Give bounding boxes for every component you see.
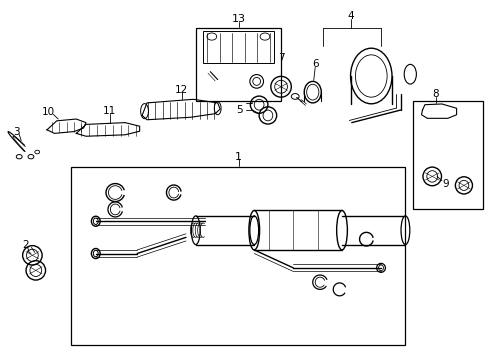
- Text: 11: 11: [102, 106, 115, 116]
- Bar: [412, 101, 483, 209]
- Text: 4: 4: [347, 11, 353, 21]
- Bar: [195, 28, 281, 101]
- Text: 13: 13: [231, 14, 245, 24]
- Text: 3: 3: [13, 127, 20, 136]
- Text: 9: 9: [441, 179, 448, 189]
- Text: 2: 2: [22, 239, 28, 249]
- Text: 8: 8: [431, 89, 438, 99]
- Text: 5: 5: [236, 105, 243, 115]
- Text: 10: 10: [42, 107, 55, 117]
- Text: 12: 12: [174, 85, 187, 95]
- Bar: [203, 31, 273, 63]
- Text: 6: 6: [311, 59, 318, 69]
- Text: 7: 7: [277, 53, 284, 63]
- Text: 1: 1: [235, 152, 242, 162]
- Bar: [71, 167, 405, 345]
